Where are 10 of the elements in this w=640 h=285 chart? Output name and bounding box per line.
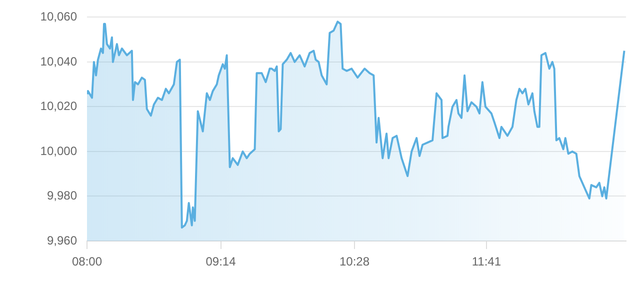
y-tick-label: 10,040	[40, 54, 78, 68]
y-tick-label: 9,960	[46, 233, 78, 248]
y-tick-label: 10,020	[40, 99, 78, 114]
x-tick-label: 10:28	[340, 254, 370, 269]
x-tick-label: 11:41	[472, 254, 502, 269]
y-tick-label: 10,060	[40, 10, 78, 24]
x-tick-label: 09:14	[206, 254, 236, 269]
x-tick-label: 08:00	[72, 254, 102, 269]
y-tick-label: 9,980	[46, 188, 78, 203]
y-tick-label: 10,000	[40, 144, 78, 158]
